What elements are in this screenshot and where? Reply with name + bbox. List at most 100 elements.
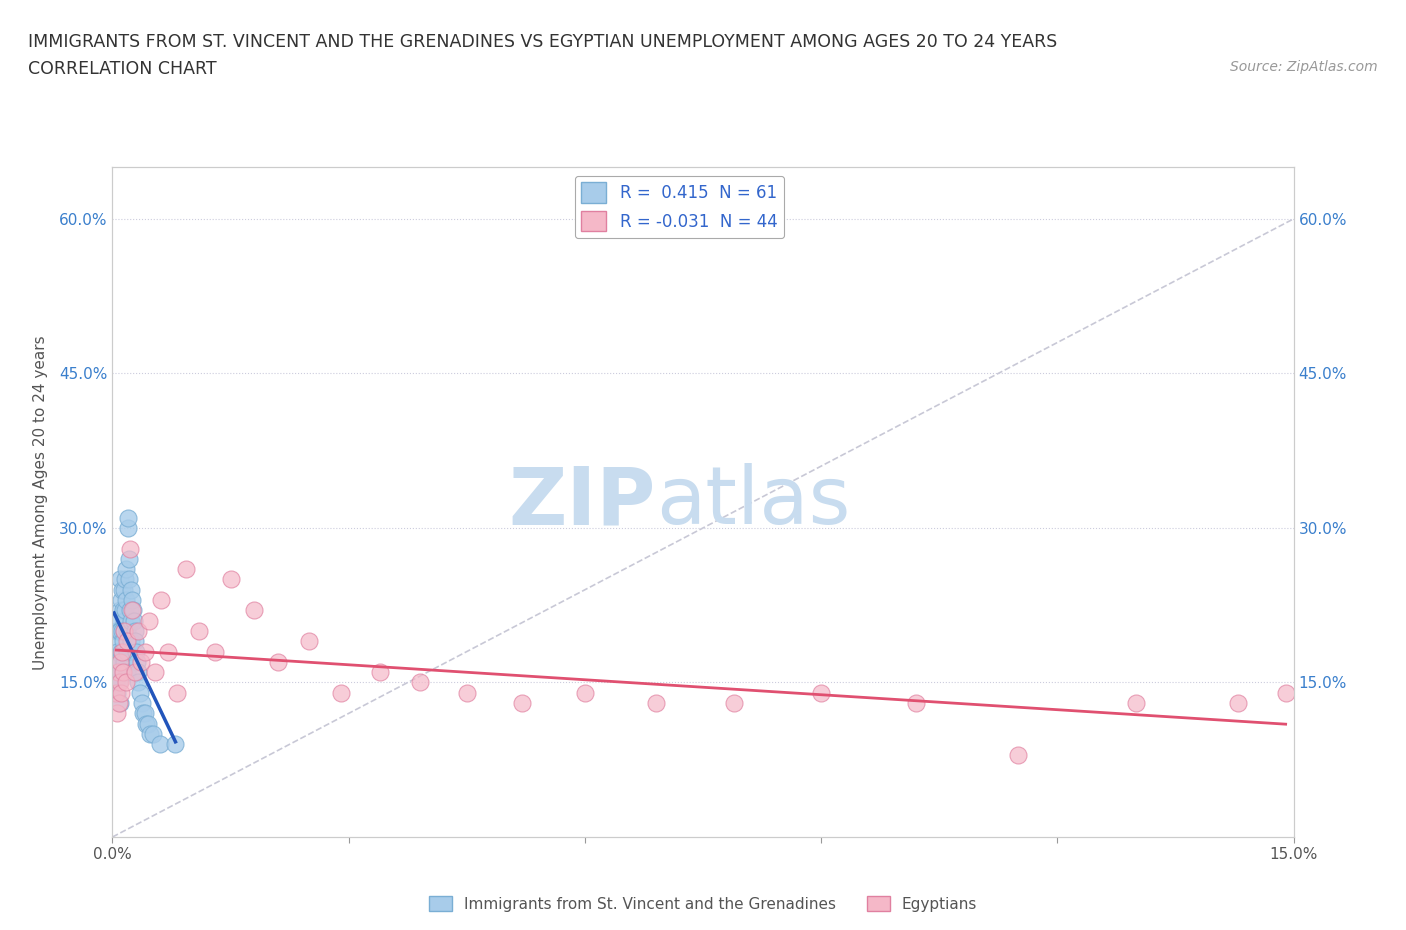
Point [125,655,148,670]
Point [149,737,172,751]
Point [139,726,162,741]
Point [110,655,132,670]
Point [110,644,132,659]
Point [117,665,139,680]
Point [117,511,139,525]
Point [134,706,156,721]
Point [142,726,165,741]
Point [105,644,128,659]
Point [115,562,138,577]
Point [112,613,135,628]
Legend: R =  0.415  N = 61, R = -0.031  N = 44: R = 0.415 N = 61, R = -0.031 N = 44 [575,176,785,238]
Point [129,655,152,670]
Point [121,592,143,607]
Point [165,737,187,751]
Point [127,623,149,638]
Point [1227,696,1250,711]
Point [103,685,125,700]
Point [111,623,134,638]
Point [110,623,132,638]
Point [1274,685,1296,700]
Point [118,603,141,618]
Point [115,644,138,659]
Point [104,665,127,680]
Point [112,623,135,638]
Point [219,572,242,587]
Point [118,551,141,566]
Point [204,644,226,659]
Point [135,716,157,731]
Point [723,696,745,711]
Point [157,644,180,659]
Point [104,655,127,670]
Point [118,572,141,587]
Point [1125,696,1147,711]
Point [136,716,159,731]
Point [112,623,135,638]
Point [110,603,132,618]
Point [408,675,430,690]
Point [124,665,146,680]
Point [131,696,153,711]
Point [143,665,166,680]
Point [104,623,127,638]
Point [810,685,832,700]
Point [111,582,134,597]
Point [110,572,132,587]
Point [644,696,666,711]
Text: CORRELATION CHART: CORRELATION CHART [28,60,217,78]
Point [243,603,266,618]
Point [105,706,128,721]
Point [114,572,136,587]
Point [368,665,391,680]
Point [132,706,155,721]
Point [105,685,128,700]
Point [267,655,290,670]
Text: IMMIGRANTS FROM ST. VINCENT AND THE GRENADINES VS EGYPTIAN UNEMPLOYMENT AMONG AG: IMMIGRANTS FROM ST. VINCENT AND THE GREN… [28,33,1057,50]
Point [127,665,149,680]
Point [166,685,188,700]
Point [107,623,129,638]
Point [150,592,173,607]
Point [115,675,138,690]
Point [111,644,134,659]
Point [115,592,138,607]
Point [105,675,128,690]
Point [176,562,198,577]
Point [329,685,352,700]
Point [107,675,129,690]
Text: Source: ZipAtlas.com: Source: ZipAtlas.com [1230,60,1378,74]
Point [112,655,135,670]
Point [574,685,596,700]
Point [118,541,141,556]
Point [105,685,128,700]
Point [1007,747,1029,762]
Point [107,696,129,711]
Point [298,634,321,649]
Point [456,685,478,700]
Point [138,613,160,628]
Point [129,685,152,700]
Point [105,634,128,649]
Point [127,675,149,690]
Point [114,603,136,618]
Point [111,634,134,649]
Point [124,623,146,638]
Point [117,521,139,536]
Point [122,603,145,618]
Point [107,613,129,628]
Point [108,696,131,711]
Point [122,613,145,628]
Point [904,696,927,711]
Point [110,685,132,700]
Point [111,603,134,618]
Point [108,675,131,690]
Point [120,613,142,628]
Point [124,634,146,649]
Point [125,644,148,659]
Point [115,623,138,638]
Point [108,655,131,670]
Y-axis label: Unemployment Among Ages 20 to 24 years: Unemployment Among Ages 20 to 24 years [32,335,48,670]
Point [510,696,533,711]
Text: atlas: atlas [655,463,851,541]
